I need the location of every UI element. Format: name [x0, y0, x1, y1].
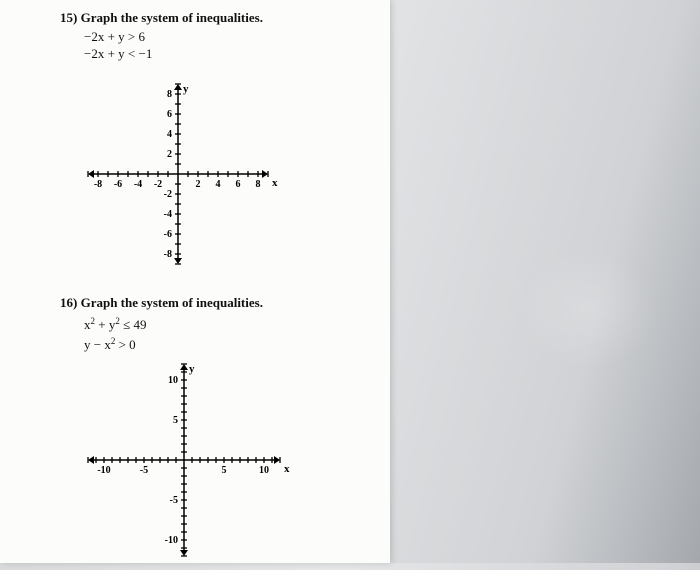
svg-text:4: 4 — [216, 179, 221, 190]
svg-text:6: 6 — [236, 179, 241, 190]
svg-text:10: 10 — [259, 465, 269, 476]
svg-text:-5: -5 — [170, 495, 178, 506]
problem-15-title: Graph the system of inequalities. — [81, 10, 263, 25]
problem-16-eq2: y − x2 > 0 — [84, 333, 263, 353]
svg-text:10: 10 — [168, 375, 178, 386]
problem-16-equations: x2 + y2 ≤ 49 y − x2 > 0 — [84, 313, 263, 353]
screen-glare — [520, 250, 660, 370]
svg-text:-6: -6 — [164, 229, 172, 240]
problem-16-eq1: x2 + y2 ≤ 49 — [84, 313, 263, 333]
worksheet-sheet: 15) Graph the system of inequalities. −2… — [0, 0, 390, 563]
svg-text:4: 4 — [167, 129, 172, 140]
svg-text:-4: -4 — [164, 209, 172, 220]
svg-text:-8: -8 — [164, 249, 172, 260]
problem-16: 16) Graph the system of inequalities. x2… — [60, 295, 263, 353]
svg-text:-2: -2 — [164, 189, 172, 200]
svg-text:5: 5 — [222, 465, 227, 476]
problem-16-graph: -10 -5 5 10 -10 -5 5 10 x y — [78, 358, 300, 570]
svg-text:8: 8 — [256, 179, 261, 190]
problem-15-eq1: −2x + y > 6 — [84, 28, 263, 45]
svg-text:-4: -4 — [134, 179, 142, 190]
problem-15-graph: -8-6-4-22468-8-6-4-22468xy — [78, 78, 288, 278]
problem-15-number: 15) — [60, 10, 77, 25]
svg-text:-10: -10 — [97, 465, 110, 476]
problem-16-heading: 16) Graph the system of inequalities. — [60, 295, 263, 311]
problem-15-eq2: −2x + y < −1 — [84, 45, 263, 62]
svg-text:y: y — [183, 83, 189, 95]
svg-text:-8: -8 — [94, 179, 102, 190]
svg-text:8: 8 — [167, 89, 172, 100]
problem-15-equations: −2x + y > 6 −2x + y < −1 — [84, 28, 263, 62]
svg-text:2: 2 — [167, 149, 172, 160]
svg-text:-6: -6 — [114, 179, 122, 190]
problem-15: 15) Graph the system of inequalities. −2… — [60, 10, 263, 62]
svg-text:y: y — [189, 363, 195, 375]
svg-text:-10: -10 — [165, 535, 178, 546]
svg-text:6: 6 — [167, 109, 172, 120]
svg-text:x: x — [272, 177, 278, 189]
svg-text:-5: -5 — [140, 465, 148, 476]
problem-16-title: Graph the system of inequalities. — [81, 295, 263, 310]
svg-text:x: x — [284, 463, 290, 475]
svg-text:5: 5 — [173, 415, 178, 426]
svg-text:2: 2 — [196, 179, 201, 190]
problem-16-number: 16) — [60, 295, 77, 310]
svg-text:-2: -2 — [154, 179, 162, 190]
problem-15-heading: 15) Graph the system of inequalities. — [60, 10, 263, 26]
